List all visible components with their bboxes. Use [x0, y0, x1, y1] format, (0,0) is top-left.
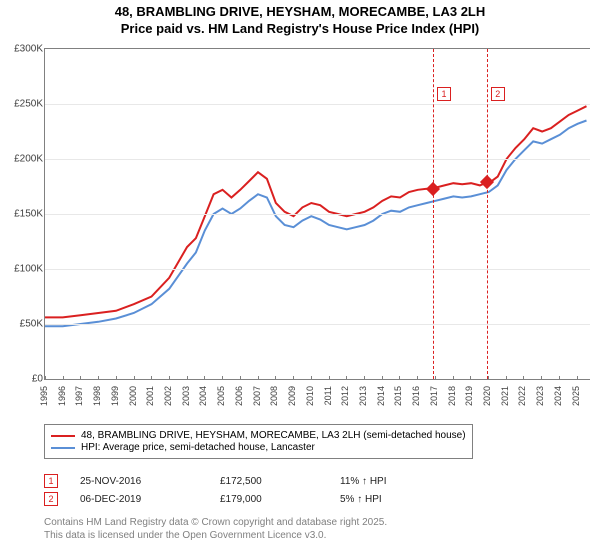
x-axis-label: 2013 — [358, 386, 368, 406]
x-axis-label: 2008 — [269, 386, 279, 406]
y-axis-label: £200K — [14, 154, 43, 165]
footer-line-1: Contains HM Land Registry data © Crown c… — [44, 516, 590, 529]
event-marker-box: 2 — [491, 87, 505, 101]
x-axis-label: 2024 — [553, 386, 563, 406]
footer-line-2: This data is licensed under the Open Gov… — [44, 529, 590, 542]
price-cell: £172,500 — [220, 476, 340, 487]
title-line-1: 48, BRAMBLING DRIVE, HEYSHAM, MORECAMBE,… — [0, 4, 600, 21]
y-axis-label: £50K — [20, 319, 43, 330]
x-axis-label: 2018 — [447, 386, 457, 406]
title-line-2: Price paid vs. HM Land Registry's House … — [0, 21, 600, 38]
x-axis-label: 2006 — [234, 386, 244, 406]
x-axis-label: 1997 — [74, 386, 84, 406]
x-axis-label: 2004 — [198, 386, 208, 406]
footer-note: Contains HM Land Registry data © Crown c… — [44, 516, 590, 542]
legend-swatch — [51, 435, 75, 437]
price-cell: £179,000 — [220, 494, 340, 505]
x-axis-label: 2021 — [500, 386, 510, 406]
legend-label: 48, BRAMBLING DRIVE, HEYSHAM, MORECAMBE,… — [81, 430, 466, 441]
y-axis-label: £250K — [14, 99, 43, 110]
legend-item: HPI: Average price, semi-detached house,… — [51, 442, 466, 453]
series-line-price_paid — [45, 106, 586, 317]
legend-item: 48, BRAMBLING DRIVE, HEYSHAM, MORECAMBE,… — [51, 430, 466, 441]
legend-box: 48, BRAMBLING DRIVE, HEYSHAM, MORECAMBE,… — [44, 424, 473, 459]
marker-icon: 1 — [44, 474, 58, 488]
data-table: 1 25-NOV-2016 £172,500 11% ↑ HPI 2 06-DE… — [44, 470, 387, 510]
x-axis-label: 2020 — [482, 386, 492, 406]
y-axis-label: £100K — [14, 264, 43, 275]
x-axis-label: 2019 — [464, 386, 474, 406]
date-cell: 06-DEC-2019 — [80, 494, 220, 505]
x-axis-label: 2002 — [163, 386, 173, 406]
x-axis-label: 2017 — [429, 386, 439, 406]
x-axis-label: 2025 — [571, 386, 581, 406]
x-axis-label: 1995 — [39, 386, 49, 406]
legend-label: HPI: Average price, semi-detached house,… — [81, 442, 315, 453]
note-cell: 11% ↑ HPI — [340, 476, 387, 487]
table-row: 1 25-NOV-2016 £172,500 11% ↑ HPI — [44, 474, 387, 488]
plot-area: £0£50K£100K£150K£200K£250K£300K12 — [44, 48, 590, 380]
table-row: 2 06-DEC-2019 £179,000 5% ↑ HPI — [44, 492, 387, 506]
x-axis-label: 2016 — [411, 386, 421, 406]
x-axis-label: 2015 — [393, 386, 403, 406]
chart-container: 48, BRAMBLING DRIVE, HEYSHAM, MORECAMBE,… — [0, 0, 600, 560]
x-axis-label: 2012 — [340, 386, 350, 406]
x-axis-label: 2022 — [517, 386, 527, 406]
chart-area: £0 £50K £100K £150K £200K £250K £300K 1 2 1995 19… — [0, 40, 600, 420]
x-axis-label: 1996 — [57, 386, 67, 406]
x-axis-label: 2005 — [216, 386, 226, 406]
event-vline — [433, 49, 434, 379]
x-axis-label: 2001 — [145, 386, 155, 406]
y-axis-label: £150K — [14, 209, 43, 220]
y-axis-label: £300K — [14, 44, 43, 55]
x-axis-label: 2011 — [323, 386, 333, 405]
note-cell: 5% ↑ HPI — [340, 494, 382, 505]
x-axis-label: 2014 — [376, 386, 386, 406]
x-axis-label: 2010 — [305, 386, 315, 406]
x-axis-label: 2023 — [535, 386, 545, 406]
x-axis-label: 2007 — [252, 386, 262, 406]
x-axis-label: 2000 — [128, 386, 138, 406]
x-axis-label: 1999 — [110, 386, 120, 406]
y-axis-label: £0 — [32, 374, 43, 385]
x-axis-label: 2009 — [287, 386, 297, 406]
event-vline — [487, 49, 488, 379]
x-axis-label: 2003 — [181, 386, 191, 406]
event-marker-box: 1 — [437, 87, 451, 101]
marker-icon: 2 — [44, 492, 58, 506]
series-line-hpi — [45, 121, 586, 327]
date-cell: 25-NOV-2016 — [80, 476, 220, 487]
title-block: 48, BRAMBLING DRIVE, HEYSHAM, MORECAMBE,… — [0, 0, 600, 38]
x-axis-label: 1998 — [92, 386, 102, 406]
legend-swatch — [51, 447, 75, 449]
x-axis-labels: 1995199619971998199920002001200220032004… — [44, 384, 590, 414]
